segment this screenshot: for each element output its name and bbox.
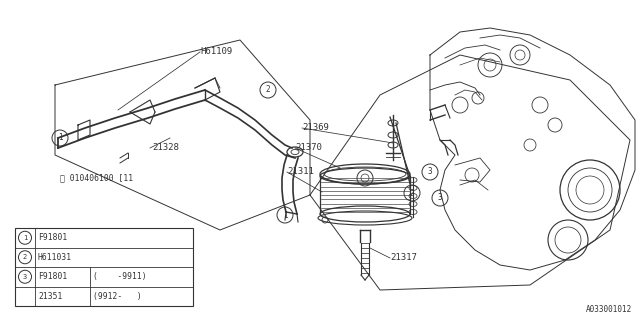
- Bar: [15, 228, 193, 306]
- Text: 21351: 21351: [38, 292, 62, 301]
- Text: 2: 2: [23, 254, 27, 260]
- Text: 3: 3: [23, 274, 27, 280]
- Text: H611031: H611031: [38, 253, 72, 262]
- Text: Ⓑ 010406100 [11: Ⓑ 010406100 [11: [60, 173, 133, 182]
- Text: (9912-   ): (9912- ): [93, 292, 141, 301]
- Text: 1: 1: [283, 211, 287, 220]
- Text: 1: 1: [23, 235, 27, 241]
- Text: 3: 3: [438, 194, 442, 203]
- Text: F91801: F91801: [38, 272, 67, 281]
- Text: 3: 3: [428, 167, 432, 177]
- Text: F91801: F91801: [38, 233, 67, 242]
- Text: H61109: H61109: [200, 47, 232, 57]
- Text: A033001012: A033001012: [586, 305, 632, 314]
- Text: 21311: 21311: [287, 167, 314, 177]
- Text: 21370: 21370: [295, 143, 322, 153]
- Text: 21328: 21328: [152, 143, 179, 153]
- Text: 1: 1: [58, 133, 62, 142]
- Text: (    -9911): ( -9911): [93, 272, 147, 281]
- Text: 2: 2: [410, 188, 414, 197]
- Text: 21369: 21369: [302, 124, 329, 132]
- Text: 2: 2: [266, 85, 270, 94]
- Text: 21317: 21317: [390, 253, 417, 262]
